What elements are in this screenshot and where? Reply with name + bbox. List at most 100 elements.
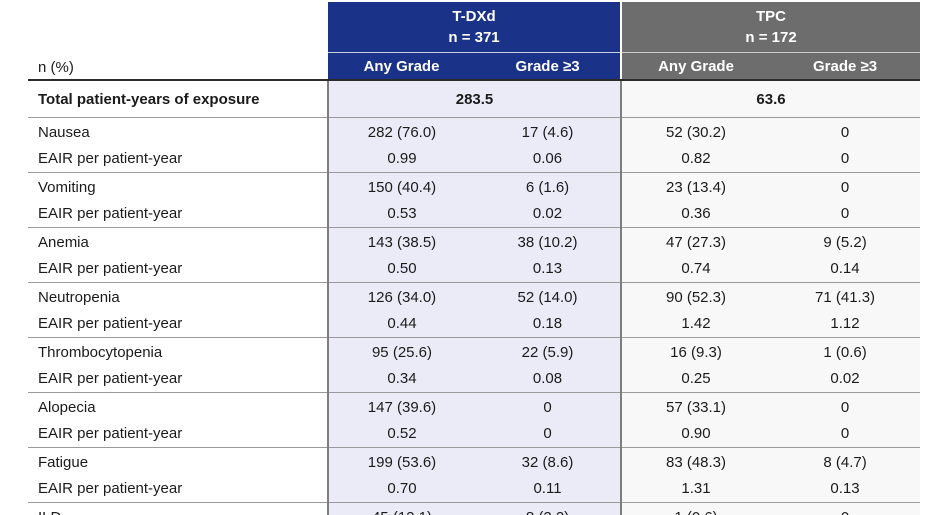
tpc-grade3-header: Grade ≥3 xyxy=(770,52,921,81)
eair-value: 0.99 xyxy=(327,145,475,173)
ae-value: 32 (8.6) xyxy=(475,447,622,475)
ae-value: 16 (9.3) xyxy=(620,337,771,365)
eair-label: EAIR per patient-year xyxy=(28,200,328,228)
tpc-arm-header: TPC n = 172 xyxy=(620,2,921,53)
ae-group-thrombocytopenia: Thrombocytopenia 95 (25.6) 22 (5.9) 16 (… xyxy=(28,337,921,393)
eair-label: EAIR per patient-year xyxy=(28,365,328,393)
eair-value: 0 xyxy=(770,420,921,448)
ae-value: 0 xyxy=(770,502,921,515)
eair-value: 0.13 xyxy=(475,255,622,283)
eair-value: 0.14 xyxy=(770,255,921,283)
ae-group-neutropenia: Neutropenia 126 (34.0) 52 (14.0) 90 (52.… xyxy=(28,282,921,338)
treatment-header-row: T-DXd n = 371 TPC n = 172 xyxy=(28,2,921,53)
ae-label: Thrombocytopenia xyxy=(28,337,328,365)
eair-label: EAIR per patient-year xyxy=(28,255,328,283)
total-exposure-tpc: 63.6 xyxy=(620,80,921,118)
total-exposure-label: Total patient-years of exposure xyxy=(28,80,328,118)
eair-value: 0.44 xyxy=(327,310,475,338)
ae-value: 90 (52.3) xyxy=(620,282,771,310)
n-percent-label: n (%) xyxy=(28,52,328,81)
eair-value: 0.36 xyxy=(620,200,771,228)
eair-value: 0 xyxy=(770,200,921,228)
ae-value: 8 (2.2) xyxy=(475,502,622,515)
ae-value: 52 (14.0) xyxy=(475,282,622,310)
eair-label: EAIR per patient-year xyxy=(28,475,328,503)
ae-label: Fatigue xyxy=(28,447,328,475)
ae-value: 0 xyxy=(770,117,921,145)
ae-label: Nausea xyxy=(28,117,328,145)
ae-value: 38 (10.2) xyxy=(475,227,622,255)
eair-label: EAIR per patient-year xyxy=(28,145,328,173)
adverse-events-table: T-DXd n = 371 TPC n = 172 n (%) Any Grad… xyxy=(28,2,921,515)
ae-value: 1 (0.6) xyxy=(620,502,771,515)
eair-value: 0.13 xyxy=(770,475,921,503)
ae-group-alopecia: Alopecia 147 (39.6) 0 57 (33.1) 0 EAIR p… xyxy=(28,392,921,448)
eair-value: 0.08 xyxy=(475,365,622,393)
total-exposure-tdxd: 283.5 xyxy=(326,80,622,118)
eair-label: EAIR per patient-year xyxy=(28,310,328,338)
eair-value: 0.70 xyxy=(327,475,475,503)
ae-value: 143 (38.5) xyxy=(327,227,475,255)
eair-value: 0.50 xyxy=(327,255,475,283)
ae-value: 0 xyxy=(475,392,622,420)
eair-value: 0.74 xyxy=(620,255,771,283)
ae-group-fatigue: Fatigue 199 (53.6) 32 (8.6) 83 (48.3) 8 … xyxy=(28,447,921,503)
ae-label: Alopecia xyxy=(28,392,328,420)
eair-value: 0 xyxy=(475,420,622,448)
ae-value: 52 (30.2) xyxy=(620,117,771,145)
ae-group-vomiting: Vomiting 150 (40.4) 6 (1.6) 23 (13.4) 0 … xyxy=(28,172,921,228)
ae-value: 147 (39.6) xyxy=(327,392,475,420)
ae-value: 57 (33.1) xyxy=(620,392,771,420)
ae-value: 95 (25.6) xyxy=(327,337,475,365)
ae-value: 282 (76.0) xyxy=(327,117,475,145)
eair-value: 0.34 xyxy=(327,365,475,393)
eair-value: 0.53 xyxy=(327,200,475,228)
ae-value: 0 xyxy=(770,172,921,200)
eair-value: 0.18 xyxy=(475,310,622,338)
ae-label: ILD xyxy=(28,502,328,515)
ae-value: 8 (4.7) xyxy=(770,447,921,475)
eair-value: 0.52 xyxy=(327,420,475,448)
ae-value: 6 (1.6) xyxy=(475,172,622,200)
ae-label: Neutropenia xyxy=(28,282,328,310)
ae-value: 150 (40.4) xyxy=(327,172,475,200)
tdxd-arm-header: T-DXd n = 371 xyxy=(328,2,622,53)
eair-value: 1.42 xyxy=(620,310,771,338)
ae-value: 47 (27.3) xyxy=(620,227,771,255)
tpc-any-grade-header: Any Grade xyxy=(620,52,771,81)
grade-header-row: n (%) Any Grade Grade ≥3 Any Grade Grade… xyxy=(28,52,921,81)
eair-value: 0.02 xyxy=(475,200,622,228)
ae-value: 126 (34.0) xyxy=(327,282,475,310)
tpc-arm-title: TPC xyxy=(756,8,787,25)
eair-value: 0.02 xyxy=(770,365,921,393)
eair-value: 1.31 xyxy=(620,475,771,503)
eair-value: 0.06 xyxy=(475,145,622,173)
tdxd-any-grade-header: Any Grade xyxy=(328,52,475,81)
ae-label: Anemia xyxy=(28,227,328,255)
total-exposure-row: Total patient-years of exposure 283.5 63… xyxy=(28,80,921,118)
eair-value: 0.11 xyxy=(475,475,622,503)
ae-value: 45 (12.1) xyxy=(327,502,475,515)
tdxd-arm-title: T-DXd xyxy=(452,8,496,25)
eair-label: EAIR per patient-year xyxy=(28,420,328,448)
corner-blank-cell xyxy=(28,2,328,53)
tpc-arm-n: n = 172 xyxy=(745,29,797,46)
eair-value: 1.12 xyxy=(770,310,921,338)
ae-value: 71 (41.3) xyxy=(770,282,921,310)
ae-group-ild: ILD 45 (12.1) 8 (2.2) 1 (0.6) 0 EAIR per… xyxy=(28,502,921,515)
eair-value: 0.90 xyxy=(620,420,771,448)
tdxd-grade3-header: Grade ≥3 xyxy=(475,52,622,81)
ae-group-nausea: Nausea 282 (76.0) 17 (4.6) 52 (30.2) 0 E… xyxy=(28,117,921,173)
ae-value: 9 (5.2) xyxy=(770,227,921,255)
ae-value: 22 (5.9) xyxy=(475,337,622,365)
ae-value: 199 (53.6) xyxy=(327,447,475,475)
tdxd-arm-n: n = 371 xyxy=(448,29,500,46)
ae-value: 23 (13.4) xyxy=(620,172,771,200)
eair-value: 0 xyxy=(770,145,921,173)
ae-label: Vomiting xyxy=(28,172,328,200)
eair-value: 0.25 xyxy=(620,365,771,393)
ae-group-anemia: Anemia 143 (38.5) 38 (10.2) 47 (27.3) 9 … xyxy=(28,227,921,283)
eair-value: 0.82 xyxy=(620,145,771,173)
ae-value: 83 (48.3) xyxy=(620,447,771,475)
